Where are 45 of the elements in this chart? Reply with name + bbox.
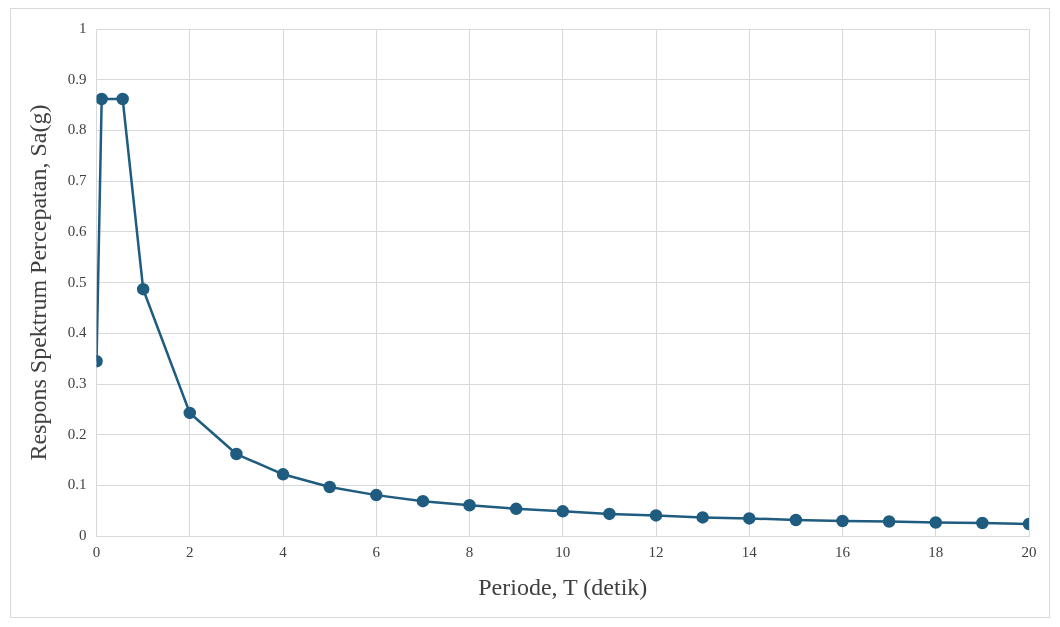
x-tick-label: 12	[648, 544, 664, 561]
point	[230, 447, 243, 461]
x-tick-label: 8	[465, 544, 474, 561]
y-tick-label: 1	[79, 19, 87, 36]
point	[696, 511, 709, 524]
x-tick-label: 10	[555, 544, 571, 561]
point	[96, 92, 108, 106]
y-tick-label: 0.9	[67, 70, 87, 87]
point	[789, 513, 803, 527]
x-tick-label: 0	[92, 544, 101, 561]
y-tick-label: 0	[79, 527, 87, 544]
point	[882, 515, 896, 528]
point	[743, 512, 756, 525]
x-tick-label: 20	[1021, 544, 1037, 561]
point	[276, 468, 290, 481]
point	[116, 92, 129, 106]
y-axis-title: Respons Spektrum Percepatan, Sa(g)	[24, 104, 51, 461]
point	[509, 502, 523, 516]
point	[183, 406, 197, 420]
y-tick-label: 0.8	[67, 121, 87, 138]
point	[323, 480, 336, 494]
x-tick-label: 16	[835, 544, 851, 561]
x-tick-label: 18	[928, 544, 944, 561]
y-tick-label: 0.2	[67, 425, 87, 442]
y-tick-label: 0.4	[67, 324, 88, 341]
x-tick-label: 6	[372, 544, 381, 561]
point	[836, 514, 849, 528]
point	[136, 282, 150, 296]
point	[929, 516, 943, 529]
y-tick-label: 0.1	[67, 476, 87, 493]
point	[556, 505, 570, 518]
point	[416, 494, 430, 508]
point	[370, 488, 383, 502]
point	[603, 507, 616, 521]
y-tick-label: 0.6	[67, 222, 88, 239]
point	[976, 516, 989, 530]
y-tick-label: 0.5	[67, 273, 87, 290]
y-tick-label: 0.7	[67, 172, 88, 189]
x-tick-label: 4	[279, 544, 288, 561]
point	[463, 499, 476, 512]
point	[649, 509, 663, 522]
x-axis-title: Periode, T (detik)	[478, 573, 648, 600]
x-tick-label: 2	[186, 544, 194, 561]
x-tick-label: 14	[741, 544, 758, 561]
y-tick-label: 0.3	[67, 374, 87, 391]
